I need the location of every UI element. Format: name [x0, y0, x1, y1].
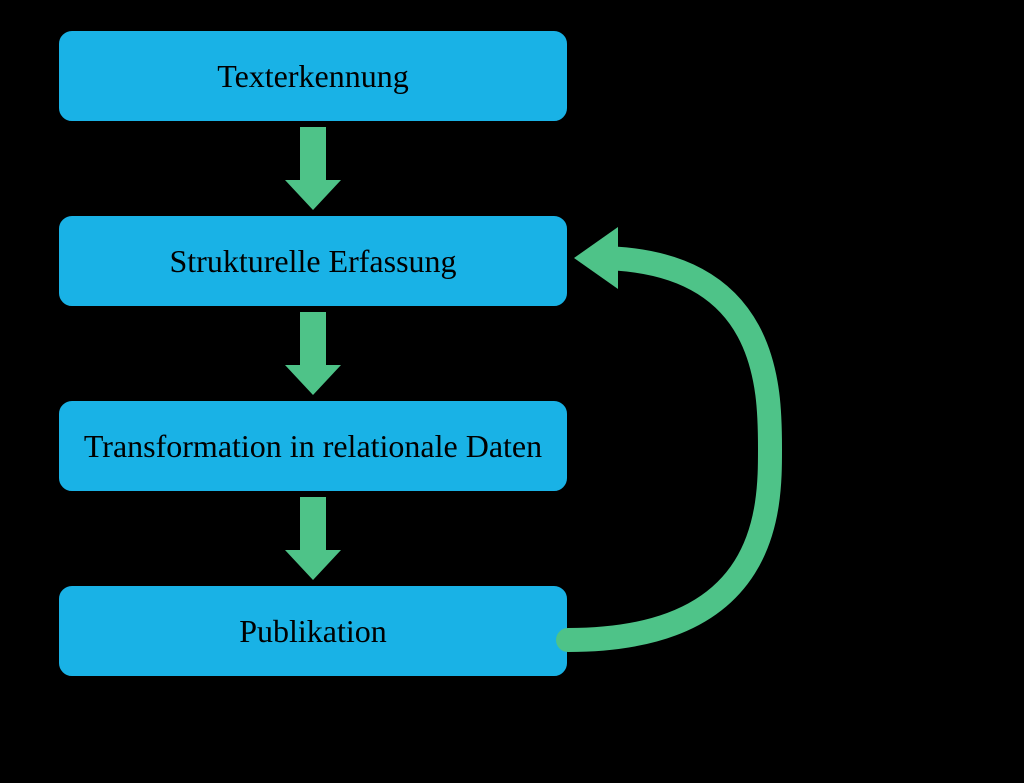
flow-node-texterkennung: Texterkennung: [58, 30, 568, 122]
flow-node-label: Strukturelle Erfassung: [169, 243, 456, 280]
flow-node-label: Texterkennung: [217, 58, 408, 95]
down-arrow-icon: [285, 497, 341, 580]
down-arrow-icon: [285, 127, 341, 210]
flow-node-label: Transformation in relationale Daten: [84, 428, 542, 465]
flowchart-canvas: Texterkennung Strukturelle Erfassung Tra…: [0, 0, 1024, 783]
flow-node-transformation: Transformation in relationale Daten: [58, 400, 568, 492]
down-arrow-icon: [285, 312, 341, 395]
flow-node-strukturelle-erfassung: Strukturelle Erfassung: [58, 215, 568, 307]
feedback-arrow-path: [568, 258, 770, 640]
flow-node-label: Publikation: [239, 613, 387, 650]
flow-node-publikation: Publikation: [58, 585, 568, 677]
feedback-arrow-head-icon: [574, 227, 618, 289]
